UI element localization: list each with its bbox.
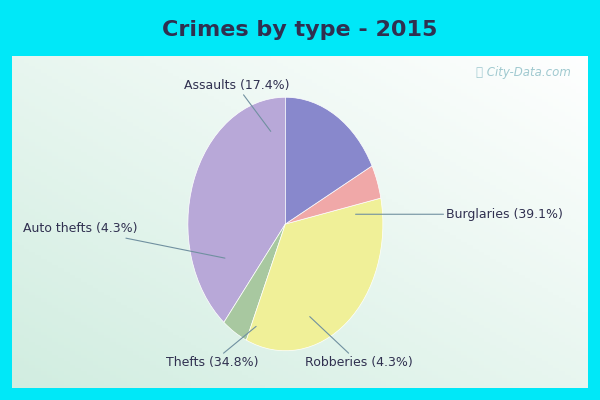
Text: Thefts (34.8%): Thefts (34.8%) xyxy=(166,326,259,369)
Text: Assaults (17.4%): Assaults (17.4%) xyxy=(184,79,289,131)
Wedge shape xyxy=(247,198,383,351)
Text: Burglaries (39.1%): Burglaries (39.1%) xyxy=(356,208,563,221)
Wedge shape xyxy=(286,97,372,224)
Wedge shape xyxy=(224,224,286,340)
Text: ⓘ City-Data.com: ⓘ City-Data.com xyxy=(476,66,571,79)
Wedge shape xyxy=(286,166,381,224)
Wedge shape xyxy=(188,97,286,322)
Text: Robberies (4.3%): Robberies (4.3%) xyxy=(305,317,412,369)
Text: Auto thefts (4.3%): Auto thefts (4.3%) xyxy=(23,222,225,258)
Text: Crimes by type - 2015: Crimes by type - 2015 xyxy=(163,20,437,40)
